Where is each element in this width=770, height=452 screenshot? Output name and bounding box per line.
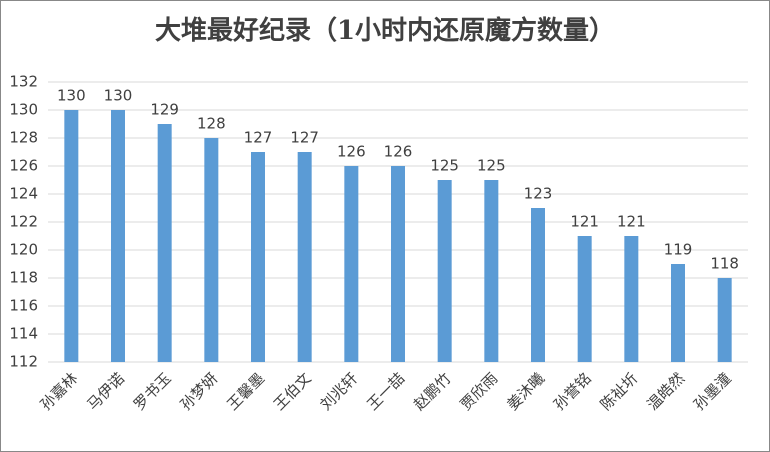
y-tick-label: 114	[9, 325, 38, 343]
data-label: 128	[197, 115, 226, 133]
bar	[157, 124, 172, 362]
bar	[671, 264, 685, 362]
data-label: 123	[524, 185, 553, 203]
y-tick-label: 122	[9, 213, 38, 231]
bar	[64, 110, 79, 362]
bar	[344, 166, 359, 362]
y-tick-label: 116	[9, 297, 38, 315]
y-tick-label: 124	[9, 185, 38, 203]
chart-title: 大堆最好纪录（1小时内还原魔方数量）	[155, 15, 615, 46]
data-label: 126	[337, 143, 366, 161]
data-label: 125	[477, 157, 506, 175]
data-label: 119	[664, 241, 693, 259]
data-label: 121	[617, 213, 646, 231]
y-tick-label: 128	[9, 129, 38, 147]
bar	[577, 236, 592, 362]
data-label: 130	[57, 87, 86, 105]
y-tick-label: 132	[9, 73, 38, 91]
y-tick-label: 130	[9, 101, 38, 119]
data-label: 127	[244, 129, 273, 147]
y-tick-label: 112	[9, 353, 38, 371]
data-label: 130	[104, 87, 133, 105]
y-tick-label: 126	[9, 157, 38, 175]
bar	[484, 180, 499, 362]
bar	[204, 138, 219, 362]
data-label: 125	[430, 157, 459, 175]
data-label: 129	[150, 101, 179, 119]
data-label: 118	[710, 255, 739, 273]
data-label: 126	[384, 143, 413, 161]
bar	[624, 236, 639, 362]
bar	[717, 278, 732, 362]
data-label: 127	[290, 129, 319, 147]
bar	[251, 152, 265, 362]
bar	[297, 152, 312, 362]
y-tick-label: 120	[9, 241, 38, 259]
y-tick-label: 118	[9, 269, 38, 287]
bar	[531, 208, 545, 362]
bar	[437, 180, 452, 362]
bar	[111, 110, 125, 362]
bar	[391, 166, 405, 362]
data-label: 121	[570, 213, 599, 231]
